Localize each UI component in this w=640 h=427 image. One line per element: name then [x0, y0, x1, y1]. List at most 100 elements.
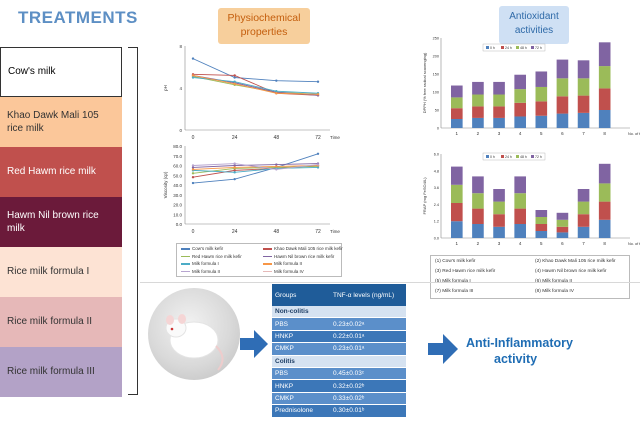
arrow-to-table — [240, 330, 268, 358]
table-row: PBS 0.45±0.03ᶜ — [272, 367, 406, 381]
treatments-list: Cow's milk Khao Dawk Mali 105 rice milk Re… — [0, 47, 122, 397]
bar-segment — [577, 214, 590, 227]
bar-segment — [451, 108, 463, 119]
series-swatch — [501, 46, 504, 49]
antioxidant-legend-item: (1) Cow's milk kefir — [435, 259, 476, 264]
bar-segment — [493, 117, 505, 128]
y-tick-label: 200 — [433, 55, 439, 59]
y-tick-label: 100 — [433, 91, 439, 95]
legend-label: Milk formula I — [192, 261, 219, 266]
x-axis-label: No. of treatments — [628, 242, 640, 246]
series-label: 0 h — [490, 46, 495, 50]
antioxidant-title: Antioxidant activities — [499, 6, 569, 44]
x-tick-label: 7 — [582, 131, 585, 136]
antioxidant-legend-item: (5) Milk formula I — [435, 279, 471, 284]
legend-item: Red Hawm rice milk kefir — [181, 254, 242, 259]
legend-swatch — [181, 255, 190, 258]
data-point — [191, 176, 195, 179]
series-label: 0 h — [490, 155, 495, 159]
data-point — [275, 79, 278, 82]
bar-segment — [556, 212, 569, 220]
x-tick-label: 0 — [192, 135, 195, 141]
data-point — [191, 168, 195, 171]
x-tick-label: 8 — [603, 241, 606, 246]
bar-segment — [556, 113, 569, 128]
bar-segment — [598, 183, 611, 202]
treatment-item: Rice milk formula III — [0, 347, 122, 397]
series-swatch — [531, 46, 534, 49]
series-line — [192, 73, 319, 96]
table-cell-value: 0.33±0.02ᵇ — [333, 394, 365, 402]
bar-segment — [556, 59, 569, 79]
x-tick-label: 4 — [519, 241, 522, 246]
series-swatch — [501, 155, 504, 158]
table-cell-group: Colitis — [275, 357, 295, 365]
series-line — [192, 163, 319, 170]
bar-segment — [535, 217, 548, 224]
antioxidant-legend-item: (2) Khao Dawk Mali 105 rice milk kefir — [535, 259, 616, 264]
bar-segment — [577, 78, 590, 96]
data-point — [275, 163, 278, 166]
data-point — [233, 76, 236, 79]
table-row: Colitis — [272, 355, 406, 368]
y-tick-label: 6.0 — [434, 153, 439, 157]
x-axis-label: No. of treatments — [628, 132, 640, 136]
bar-segment — [556, 232, 569, 238]
y-tick-label: 50 — [435, 109, 439, 113]
bar-segment — [472, 208, 484, 224]
table-cell-group: CMKP — [275, 345, 294, 353]
series-line — [192, 74, 319, 95]
bar-segment — [577, 60, 590, 79]
legend-label: Milk formula IV — [274, 268, 304, 274]
bar-segment — [598, 110, 611, 128]
y-axis-label: DPPH (% free radical scavenging) — [422, 52, 427, 113]
treatment-item: Rice milk formula I — [0, 247, 122, 297]
treatment-label: Cow's milk — [8, 66, 56, 78]
series-line — [192, 163, 319, 168]
bar-segment — [472, 176, 484, 194]
series-key — [482, 43, 546, 52]
data-point — [191, 166, 195, 169]
x-tick-label: 6 — [561, 241, 564, 246]
bar-segment — [535, 115, 548, 128]
data-point — [191, 76, 195, 79]
x-tick-label: 0 — [192, 229, 195, 235]
bar-segment — [514, 89, 526, 103]
series-label: 48 h — [520, 46, 527, 50]
bar-segment — [451, 97, 463, 109]
legend-item: Milk formula IV — [263, 269, 304, 274]
y-tick-label: 30.0 — [173, 193, 182, 198]
data-point — [316, 93, 320, 96]
bar-segment — [577, 226, 590, 238]
legend-item: Milk formula I — [181, 261, 219, 266]
x-tick-label: 8 — [603, 131, 606, 136]
tnf-table: Groups TNF-α levels (ng/mL) Non-colitis PBS… — [272, 284, 406, 418]
treatment-item: Hawm Nil brown rice milk — [0, 197, 122, 247]
bar-segment — [472, 106, 484, 118]
table-cell-value: 0.23±0.02ᵃ — [333, 320, 365, 328]
legend-label: Cow's milk kefir — [192, 246, 224, 251]
anti-inflam-line2: activity — [494, 351, 538, 366]
data-point — [191, 57, 195, 60]
table-cell-group: Prednisolone — [275, 407, 313, 415]
bar-segment — [493, 226, 505, 238]
treatment-item: Khao Dawk Mali 105 rice milk — [0, 97, 122, 147]
bar-segment — [514, 116, 526, 128]
table-header-cell: TNF-α levels (ng/mL) — [333, 291, 395, 299]
data-point — [191, 74, 195, 77]
bar-segment — [493, 81, 505, 95]
bar-segment — [472, 117, 484, 128]
bar-segment — [556, 226, 569, 233]
bar-segment — [493, 189, 505, 202]
legend-swatch — [263, 263, 272, 265]
bar-segment — [514, 74, 526, 90]
data-point — [233, 166, 236, 169]
table-cell-value: 0.23±0.01ᵃ — [333, 345, 365, 353]
antioxidant-legend-item: (6) Milk formula II — [535, 279, 572, 284]
data-point — [275, 168, 278, 171]
data-point — [233, 164, 236, 167]
bar-segment — [535, 224, 548, 231]
series-label: 72 h — [535, 155, 542, 159]
bar-segment — [472, 94, 484, 107]
treatment-label: Hawm Nil brown rice milk — [7, 209, 99, 235]
